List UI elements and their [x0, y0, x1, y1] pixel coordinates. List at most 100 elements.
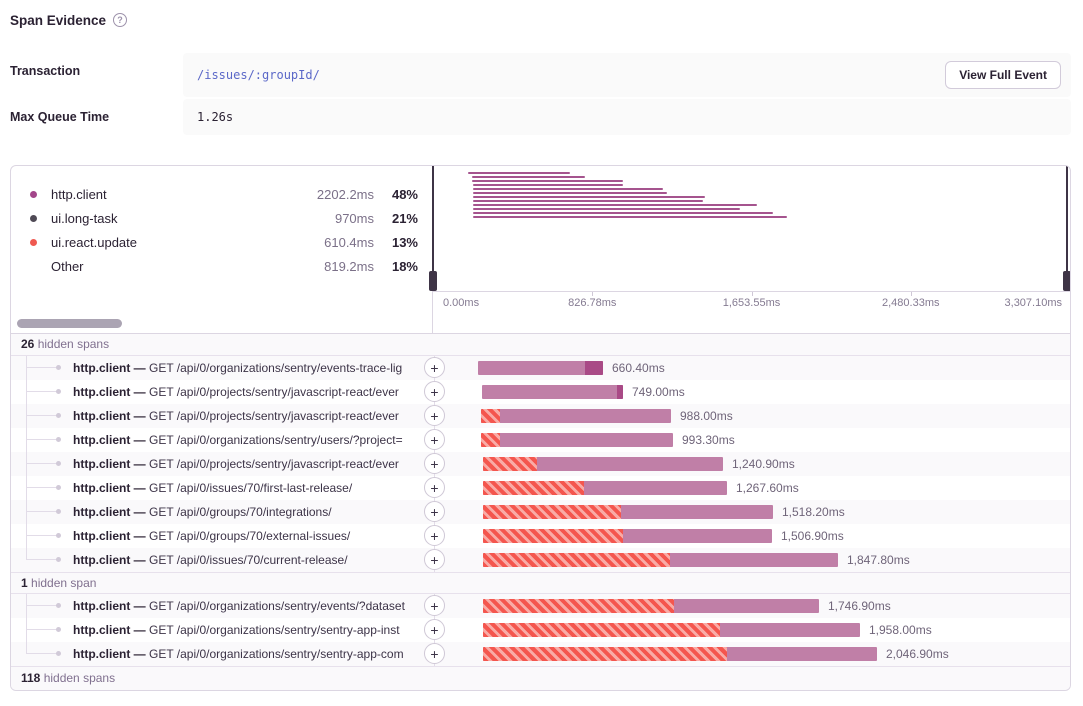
legend-dot-empty [30, 263, 37, 270]
expand-span-button[interactable]: + [424, 525, 445, 546]
span-description: http.client — GET /api/0/projects/sentry… [73, 404, 413, 428]
hidden-spans-header[interactable]: 1 hidden span [11, 572, 1070, 594]
span-duration-bar[interactable] [481, 433, 673, 447]
span-duration-label: 1,958.00ms [869, 623, 932, 637]
expand-span-button[interactable]: + [424, 643, 445, 664]
chart-column: 0.00ms 826.78ms 1,653.55ms 2,480.33ms 3,307.… [429, 166, 1070, 313]
legend-item: ui.long-task 970ms 21% [30, 206, 418, 230]
horizontal-scrollbar-thumb[interactable] [17, 319, 122, 328]
expand-span-button[interactable]: + [424, 477, 445, 498]
span-separator: — [130, 647, 149, 661]
span-operation: http.client [73, 553, 131, 567]
legend-duration: 2202.2ms [316, 186, 374, 202]
span-list: 26 hidden spans http.client — GET /api/0/… [11, 334, 1070, 690]
span-row[interactable]: http.client — GET /api/0/organizations/s… [11, 618, 1070, 642]
hidden-spans-count: 118 [21, 671, 41, 685]
legend-item: ui.react.update 610.4ms 13% [30, 230, 418, 254]
span-row-left: http.client — GET /api/0/issues/70/first… [11, 476, 445, 500]
span-operation: http.client [73, 361, 131, 375]
minimap-handle-right[interactable] [1063, 166, 1070, 291]
tree-connector-line [26, 356, 27, 380]
span-separator: — [130, 505, 149, 519]
minimap-span-bar [473, 200, 703, 202]
span-duration-bar[interactable] [482, 385, 623, 399]
span-row[interactable]: http.client — GET /api/0/issues/70/first… [11, 476, 1070, 500]
span-duration-bar[interactable] [483, 529, 772, 543]
span-duration-bar[interactable] [483, 647, 877, 661]
span-duration-bar[interactable] [481, 409, 671, 423]
transaction-link[interactable]: /issues/:groupId/ [197, 68, 320, 82]
span-separator: — [130, 599, 149, 613]
help-icon[interactable]: ? [113, 13, 128, 27]
expand-span-button[interactable]: + [424, 429, 445, 450]
span-separator: — [130, 409, 149, 423]
span-bar-track: 1,267.60ms [433, 476, 1070, 500]
expand-span-button[interactable]: + [424, 381, 445, 402]
expand-span-button[interactable]: + [424, 405, 445, 426]
transaction-label: Transaction [10, 64, 81, 78]
span-operation: http.client [73, 457, 131, 471]
span-duration-bar[interactable] [483, 553, 838, 567]
span-row[interactable]: http.client — GET /api/0/projects/sentry… [11, 452, 1070, 476]
bar-hatched-segment [483, 481, 584, 495]
span-operation: http.client [73, 505, 131, 519]
expand-span-button[interactable]: + [424, 453, 445, 474]
span-duration-label: 1,847.80ms [847, 553, 910, 567]
span-url: GET /api/0/organizations/sentry/sentry-a… [149, 647, 404, 661]
hidden-spans-label: hidden span [27, 576, 97, 590]
expand-span-button[interactable]: + [424, 549, 445, 570]
page-header: Span Evidence ? [10, 10, 1059, 30]
time-axis: 0.00ms 826.78ms 1,653.55ms 2,480.33ms 3,307.… [433, 291, 1070, 313]
span-row[interactable]: http.client — GET /api/0/groups/70/integ… [11, 500, 1070, 524]
legend-label: http.client [51, 186, 107, 202]
hidden-spans-label: hidden spans [34, 337, 110, 351]
view-full-event-button[interactable]: View Full Event [945, 61, 1061, 89]
span-row[interactable]: http.client — GET /api/0/projects/sentry… [11, 404, 1070, 428]
span-url: GET /api/0/projects/sentry/javascript-re… [149, 457, 399, 471]
tree-connector-line [26, 367, 58, 368]
bar-hatched-segment [483, 647, 727, 661]
scrollbar-row [11, 313, 1070, 334]
expand-span-button[interactable]: + [424, 501, 445, 522]
tree-connector-line [26, 548, 27, 560]
span-description: http.client — GET /api/0/organizations/s… [73, 618, 413, 642]
hidden-spans-header[interactable]: 26 hidden spans [11, 334, 1070, 356]
bar-hatched-segment [481, 433, 500, 447]
span-row[interactable]: http.client — GET /api/0/organizations/s… [11, 356, 1070, 380]
span-url: GET /api/0/issues/70/current-release/ [149, 553, 348, 567]
span-row-left: http.client — GET /api/0/issues/70/curre… [11, 548, 445, 572]
span-row[interactable]: http.client — GET /api/0/organizations/s… [11, 594, 1070, 618]
minimap-handle-left[interactable] [429, 166, 437, 291]
minimap-span-bar [473, 216, 787, 218]
bar-fill [482, 385, 623, 399]
trace-minimap[interactable] [429, 166, 1070, 291]
tree-connector-line [26, 404, 27, 428]
expand-span-button[interactable]: + [424, 357, 445, 378]
hidden-spans-header[interactable]: 118 hidden spans [11, 666, 1070, 690]
span-operation: http.client [73, 409, 131, 423]
span-duration-bar[interactable] [483, 481, 727, 495]
span-duration-bar[interactable] [478, 361, 603, 375]
expand-span-button[interactable]: + [424, 595, 445, 616]
span-duration-bar[interactable] [483, 599, 819, 613]
span-row[interactable]: http.client — GET /api/0/organizations/s… [11, 642, 1070, 666]
axis-tick [751, 292, 753, 296]
expand-span-button[interactable]: + [424, 619, 445, 640]
legend-label: Other [51, 258, 84, 274]
span-row[interactable]: http.client — GET /api/0/organizations/s… [11, 428, 1070, 452]
legend-label: ui.react.update [51, 234, 138, 250]
span-row-left: http.client — GET /api/0/groups/70/exter… [11, 524, 445, 548]
span-row[interactable]: http.client — GET /api/0/projects/sentry… [11, 380, 1070, 404]
span-operation: http.client [73, 481, 131, 495]
span-description: http.client — GET /api/0/projects/sentry… [73, 380, 413, 404]
span-duration-bar[interactable] [483, 505, 773, 519]
span-duration-bar[interactable] [483, 623, 860, 637]
span-description: http.client — GET /api/0/organizations/s… [73, 356, 413, 380]
span-row[interactable]: http.client — GET /api/0/groups/70/exter… [11, 524, 1070, 548]
bar-fill [483, 457, 723, 471]
span-row[interactable]: http.client — GET /api/0/issues/70/curre… [11, 548, 1070, 572]
span-bar-track: 1,506.90ms [433, 524, 1070, 548]
span-bar-track: 1,958.00ms [433, 618, 1070, 642]
span-duration-bar[interactable] [483, 457, 723, 471]
bar-hatched-segment [481, 409, 500, 423]
